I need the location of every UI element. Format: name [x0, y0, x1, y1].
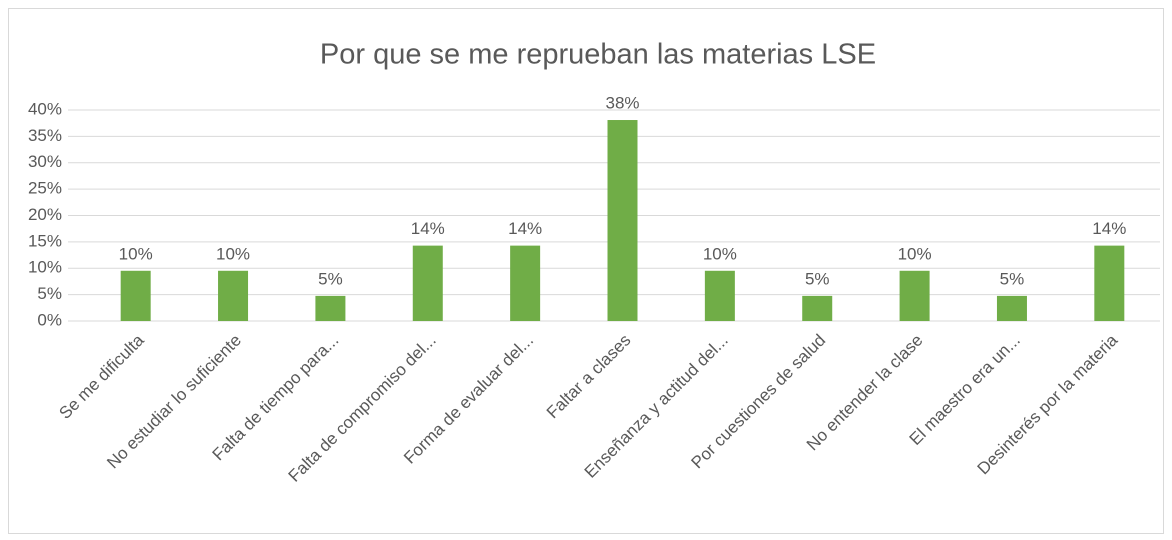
- y-tick-label: 5%: [37, 284, 62, 303]
- bar: [315, 295, 346, 321]
- value-label: 14%: [411, 219, 445, 238]
- bar: [120, 270, 151, 321]
- bar: [1094, 245, 1125, 321]
- bar: [607, 120, 638, 322]
- chart-border: [8, 8, 1164, 534]
- y-tick-label: 15%: [28, 231, 62, 250]
- bar: [510, 245, 541, 321]
- value-label: 10%: [703, 244, 737, 263]
- y-tick-label: 25%: [28, 179, 62, 198]
- value-label: 5%: [1000, 269, 1025, 288]
- value-label: 10%: [216, 244, 250, 263]
- chart-title: Por que se me reprueban las materias LSE: [320, 39, 876, 71]
- y-tick-label: 0%: [37, 310, 62, 329]
- y-tick-label: 40%: [28, 99, 62, 118]
- bar: [704, 270, 735, 321]
- bar: [218, 270, 249, 321]
- value-label: 14%: [1092, 219, 1126, 238]
- y-tick-label: 10%: [28, 258, 62, 277]
- value-label: 10%: [898, 244, 932, 263]
- y-tick-label: 35%: [28, 126, 62, 145]
- value-label: 5%: [805, 269, 830, 288]
- value-label: 5%: [318, 269, 343, 288]
- bar: [899, 270, 930, 321]
- bar: [802, 295, 833, 321]
- y-tick-label: 20%: [28, 205, 62, 224]
- bar: [412, 245, 443, 321]
- value-label: 14%: [508, 219, 542, 238]
- y-tick-label: 30%: [28, 152, 62, 171]
- bar: [996, 295, 1027, 321]
- value-label: 38%: [605, 94, 639, 113]
- value-label: 10%: [119, 244, 153, 263]
